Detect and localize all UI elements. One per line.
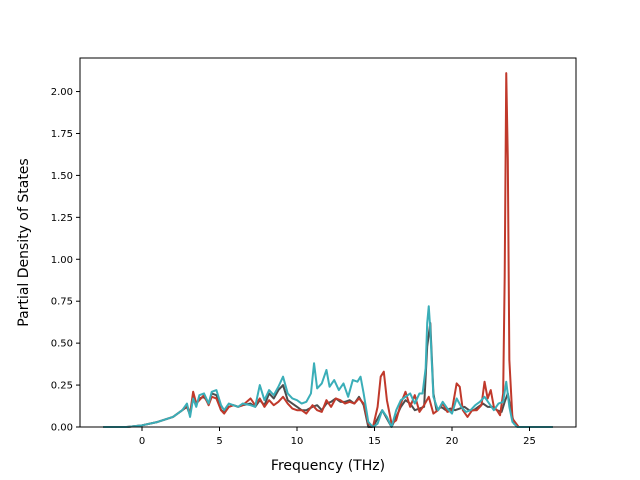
- x-tick-label: 25: [523, 436, 536, 447]
- y-tick-label: 0.50: [51, 339, 73, 350]
- x-tick-label: 0: [139, 436, 145, 447]
- series-line-3: [103, 305, 553, 428]
- series-line-2: [103, 72, 553, 428]
- series-layer: [103, 72, 553, 428]
- y-axis: 0.00 0.25 0.50 0.75 1.00 1.25 1.50 1.75 2.00: [51, 87, 80, 434]
- plot-frame: [79, 57, 577, 428]
- y-tick-label: 0.75: [51, 297, 73, 308]
- y-axis-label: Partial Density of States: [16, 158, 32, 326]
- y-tick-label: 0.25: [51, 381, 73, 392]
- y-tick-label: 0.00: [51, 423, 73, 434]
- y-tick-label: 2.00: [51, 87, 73, 98]
- x-axis-label: Frequency (THz): [271, 458, 385, 474]
- y-tick-label: 1.75: [51, 129, 73, 140]
- y-tick-label: 1.50: [51, 171, 73, 182]
- plot-area: [80, 58, 576, 427]
- x-tick-label: 15: [368, 436, 381, 447]
- x-axis: 0 5 10 15 20 25: [139, 427, 536, 447]
- x-tick-label: 5: [216, 436, 222, 447]
- x-tick-label: 10: [291, 436, 304, 447]
- y-tick-label: 1.00: [51, 255, 73, 266]
- y-tick-label: 1.25: [51, 213, 73, 224]
- x-tick-label: 20: [446, 436, 459, 447]
